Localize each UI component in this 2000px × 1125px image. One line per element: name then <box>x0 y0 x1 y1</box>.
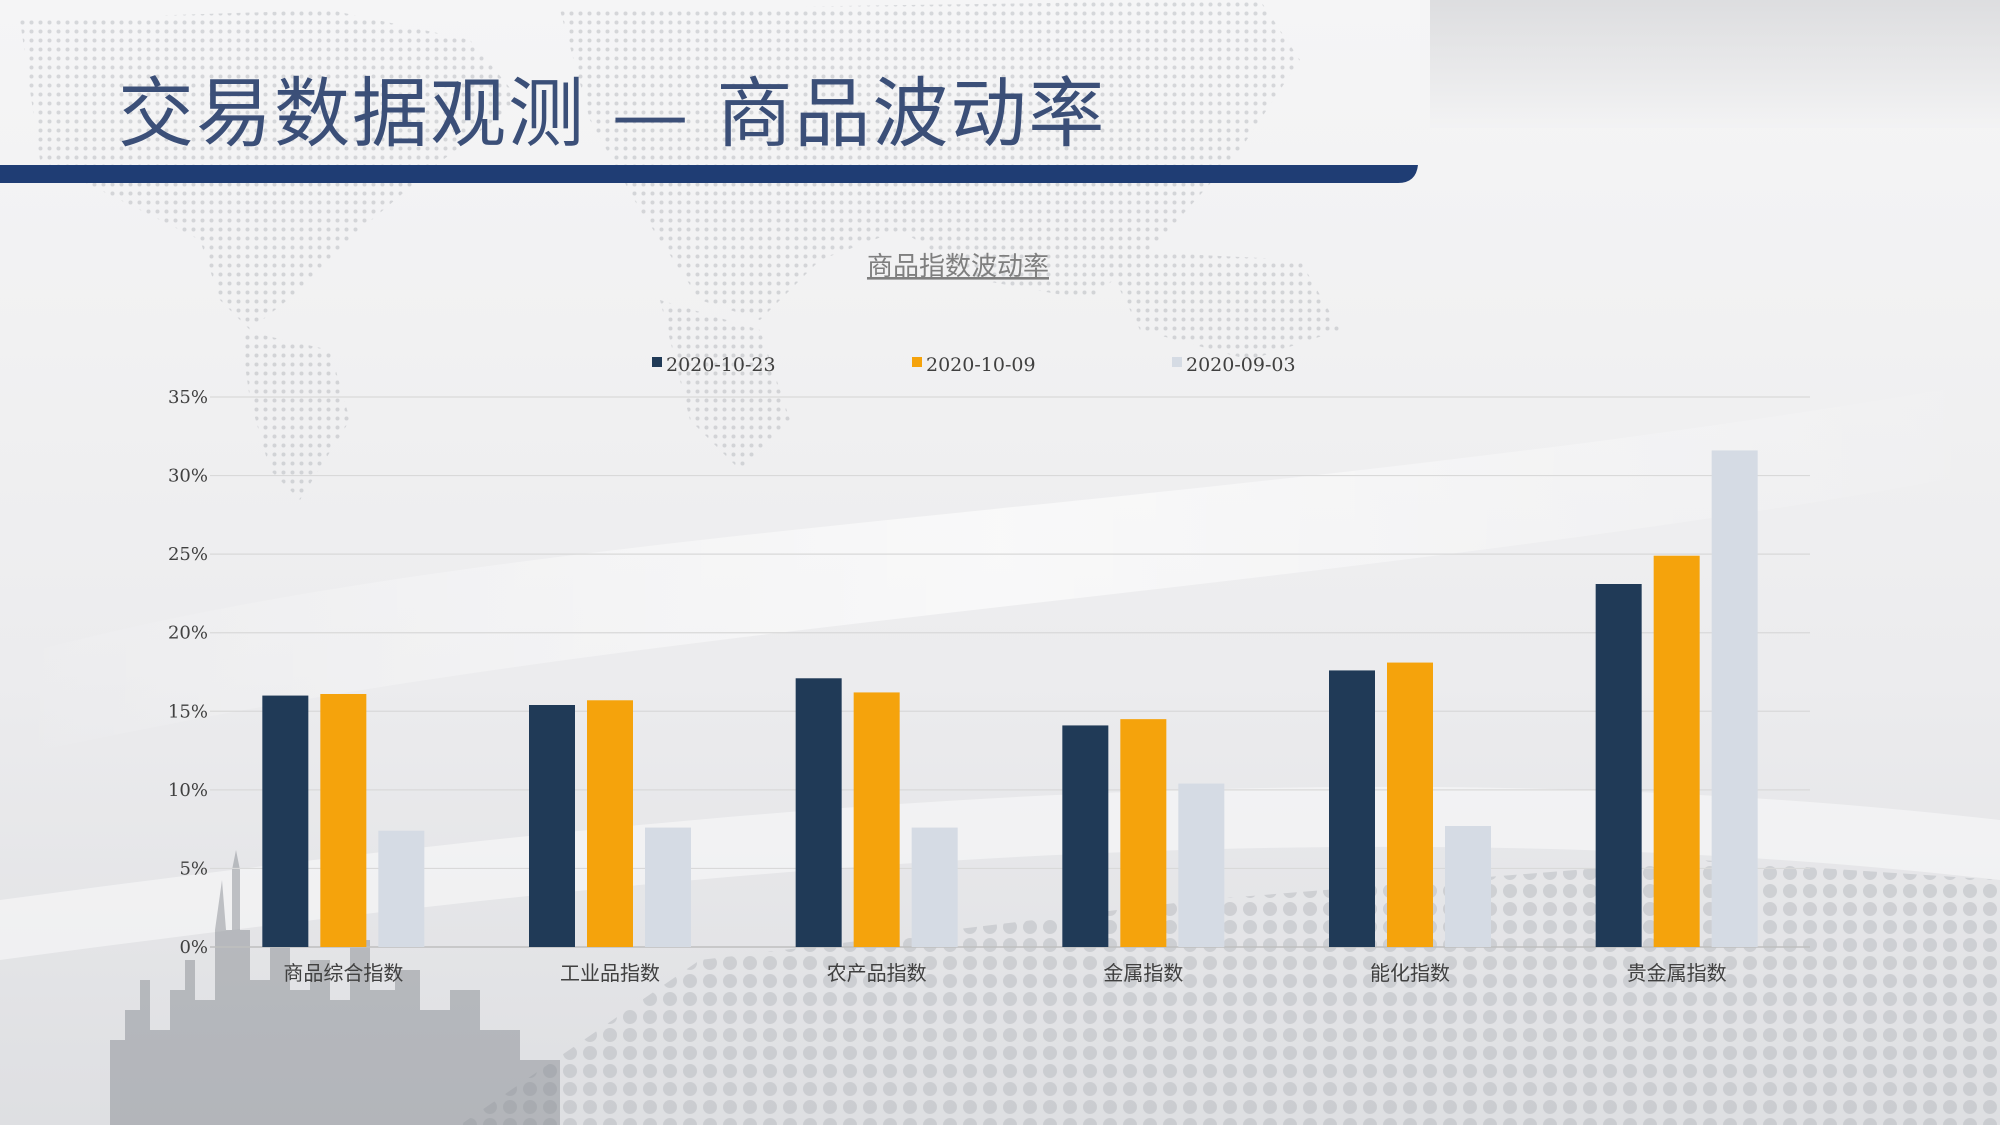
gridlines <box>210 396 1810 948</box>
bar-2-2 <box>587 700 633 947</box>
y-tick-label: 30% <box>168 466 208 487</box>
y-tick-label: 15% <box>168 701 208 722</box>
light-swoosh-2 <box>0 786 2000 960</box>
bar-1-5 <box>1329 670 1375 947</box>
y-tick-label: 20% <box>168 623 208 644</box>
bar-2-4 <box>1120 719 1167 947</box>
bar-2-6 <box>1653 555 1700 947</box>
y-tick-label: 10% <box>168 780 208 801</box>
y-tick-label: 25% <box>168 544 208 565</box>
bars <box>262 450 1758 947</box>
category-label: 工业品指数 <box>560 961 660 985</box>
category-label: 贵金属指数 <box>1627 961 1727 985</box>
bar-1-3 <box>795 678 842 947</box>
title-underline-bar <box>0 165 1418 183</box>
bar-2-3 <box>853 692 900 947</box>
bar-2-1 <box>320 694 367 947</box>
bar-3-1 <box>378 830 425 947</box>
legend-swatch <box>652 357 662 367</box>
category-label: 能化指数 <box>1370 961 1450 985</box>
legend-label: 2020-10-09 <box>926 354 1036 376</box>
bar-3-4 <box>1178 783 1225 947</box>
bar-3-6 <box>1711 450 1758 947</box>
bar-3-2 <box>645 827 691 947</box>
bar-1-4 <box>1062 725 1109 947</box>
legend-swatch <box>912 357 922 367</box>
bar-2-5 <box>1387 662 1433 947</box>
bar-3-3 <box>911 827 958 947</box>
top-right-shade <box>1430 0 2000 128</box>
legend: 2020-10-23 2020-10-09 2020-09-03 <box>652 354 1296 376</box>
city-skyline <box>110 850 560 1125</box>
bar-1-6 <box>1595 584 1642 947</box>
category-label: 商品综合指数 <box>283 961 403 985</box>
x-axis: 商品综合指数 工业品指数 农产品指数 金属指数 能化指数 贵金属指数 <box>283 961 1726 985</box>
chart-title: 商品指数波动率 <box>867 252 1049 282</box>
bar-3-5 <box>1445 826 1491 947</box>
y-tick-label: 35% <box>168 387 208 408</box>
y-axis: 0% 5% 10% 15% 20% 25% 30% 35% <box>168 387 208 958</box>
legend-swatch <box>1172 357 1182 367</box>
bar-1-1 <box>262 695 309 947</box>
legend-label: 2020-10-23 <box>666 354 776 376</box>
y-tick-label: 0% <box>179 937 208 958</box>
category-label: 农产品指数 <box>827 961 927 985</box>
category-label: 金属指数 <box>1103 961 1183 985</box>
y-tick-label: 5% <box>179 858 208 879</box>
legend-label: 2020-09-03 <box>1186 354 1296 376</box>
bar-1-2 <box>529 705 575 947</box>
slide-title: 交易数据观测 — 商品波动率 <box>118 69 1107 158</box>
